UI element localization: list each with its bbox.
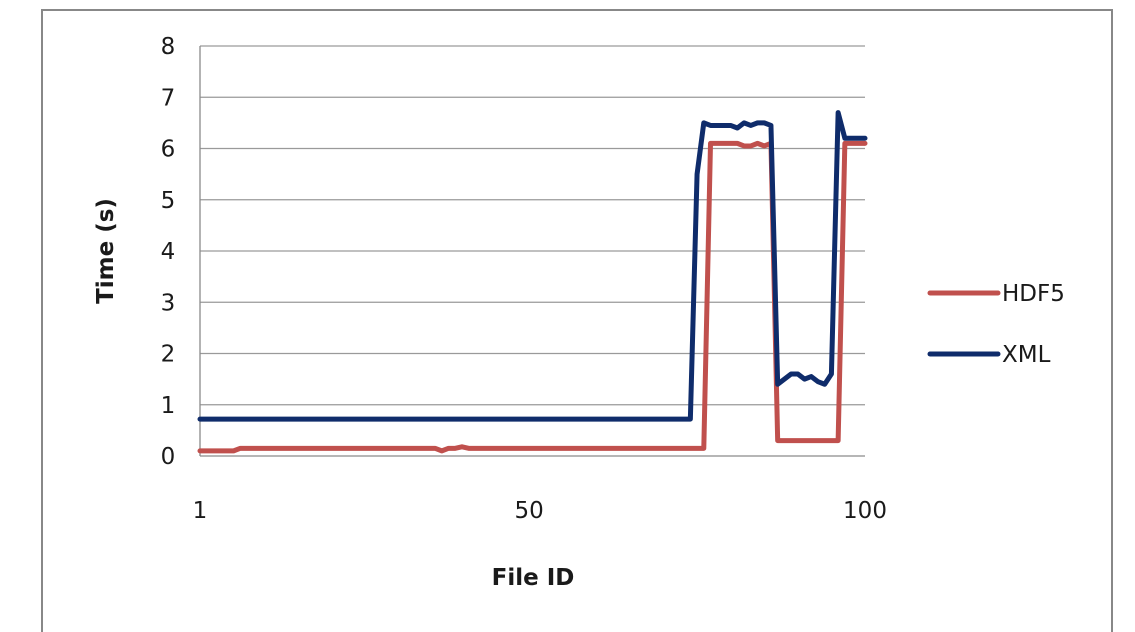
y-tick-label-6: 6	[161, 137, 176, 163]
y-tick-label-2: 2	[161, 342, 176, 368]
y-axis-title: Time (s)	[93, 198, 119, 304]
chart-frame	[41, 9, 1113, 632]
legend: HDF5 XML	[927, 281, 1065, 368]
y-tick-label-7: 7	[161, 85, 176, 111]
x-axis-title: File ID	[492, 565, 575, 591]
legend-label-hdf5: HDF5	[1002, 281, 1065, 307]
y-tick-label-4: 4	[161, 239, 176, 265]
x-tick-label-100: 100	[843, 498, 887, 524]
x-tick-label-1: 1	[193, 498, 208, 524]
x-axis-ticks: 1 50 100	[193, 498, 887, 524]
plot-series	[197, 110, 868, 454]
y-tick-label-8: 8	[161, 34, 176, 60]
legend-label-xml: XML	[1002, 342, 1051, 368]
y-tick-label-1: 1	[161, 393, 176, 419]
y-tick-label-0: 0	[161, 444, 176, 470]
x-tick-label-50: 50	[515, 498, 544, 524]
y-tick-label-3: 3	[161, 290, 176, 316]
y-tick-label-5: 5	[161, 188, 176, 214]
series-line-xml	[197, 110, 868, 422]
y-axis-ticks: 0 1 2 3 4 5 6 7 8	[161, 34, 176, 470]
series-line-hdf5	[197, 140, 868, 454]
gridlines	[199, 45, 865, 457]
